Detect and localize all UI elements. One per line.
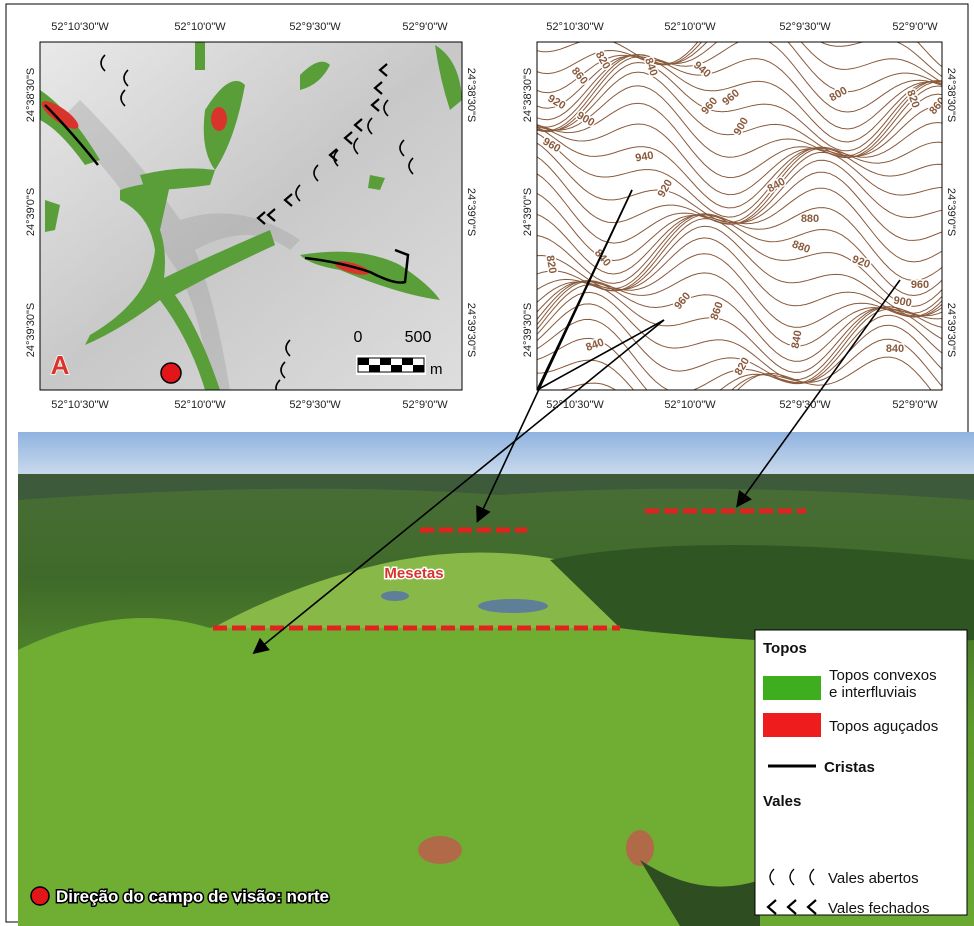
- lon-label: 52°10'30"W: [51, 399, 109, 411]
- lat-label: 24°39'30"S: [522, 303, 534, 357]
- lat-label: 24°38'30"S: [945, 68, 957, 122]
- lon-label: 52°10'0"W: [664, 399, 716, 411]
- lon-label: 52°9'0"W: [402, 399, 448, 411]
- lat-label: 24°39'0"S: [25, 188, 37, 236]
- legend-item: e interfluviais: [829, 684, 917, 701]
- panel-label: A: [51, 350, 70, 380]
- legend-item: Topos convexos: [829, 667, 937, 684]
- contour-label: 840: [886, 343, 904, 355]
- scale-unit: m: [430, 361, 443, 378]
- annotation: Mesetas: [384, 565, 443, 582]
- legend-item: Topos aguçados: [829, 718, 938, 735]
- figure: 0 500 m A 860820840940960960900800820860…: [0, 0, 974, 926]
- legend-item: Cristas: [824, 759, 875, 776]
- lon-label: 52°9'0"W: [402, 21, 448, 33]
- lon-label: 52°9'0"W: [892, 399, 938, 411]
- lon-label: 52°10'0"W: [664, 21, 716, 33]
- lon-label: 52°9'30"W: [779, 399, 831, 411]
- lat-label: 24°39'0"S: [945, 188, 957, 236]
- contour-label: 880: [801, 213, 819, 225]
- lat-label: 24°39'30"S: [25, 303, 37, 357]
- lon-label: 52°9'30"W: [779, 21, 831, 33]
- lon-label: 52°9'0"W: [892, 21, 938, 33]
- caption: Direção do campo de visão: norte: [56, 887, 329, 906]
- legend-item: Vales fechados: [828, 900, 929, 917]
- lon-label: 52°10'30"W: [546, 399, 604, 411]
- contour-label: 960: [911, 279, 929, 291]
- lon-label: 52°9'30"W: [289, 21, 341, 33]
- lon-label: 52°10'30"W: [51, 21, 109, 33]
- scale-start: 0: [354, 329, 363, 346]
- lat-label: 24°38'30"S: [522, 68, 534, 122]
- lat-label: 24°39'30"S: [945, 303, 957, 357]
- lat-label: 24°38'30"S: [465, 68, 477, 122]
- lat-label: 24°38'30"S: [25, 68, 37, 122]
- lon-label: 52°10'0"W: [174, 399, 226, 411]
- lat-label: 24°39'30"S: [465, 303, 477, 357]
- legend-item: Vales abertos: [828, 870, 919, 887]
- lat-label: 24°39'0"S: [465, 188, 477, 236]
- lon-label: 52°10'0"W: [174, 21, 226, 33]
- legend-title: Topos: [763, 640, 807, 657]
- left-map: [38, 42, 462, 396]
- lon-label: 52°10'30"W: [546, 21, 604, 33]
- scale-end: 500: [405, 329, 432, 346]
- lat-label: 24°39'0"S: [522, 188, 534, 236]
- lon-label: 52°9'30"W: [289, 399, 341, 411]
- legend: Topos Topos convexos e interfluviais Top…: [755, 630, 967, 917]
- view-marker: [31, 887, 49, 905]
- legend-title: Vales: [763, 793, 801, 810]
